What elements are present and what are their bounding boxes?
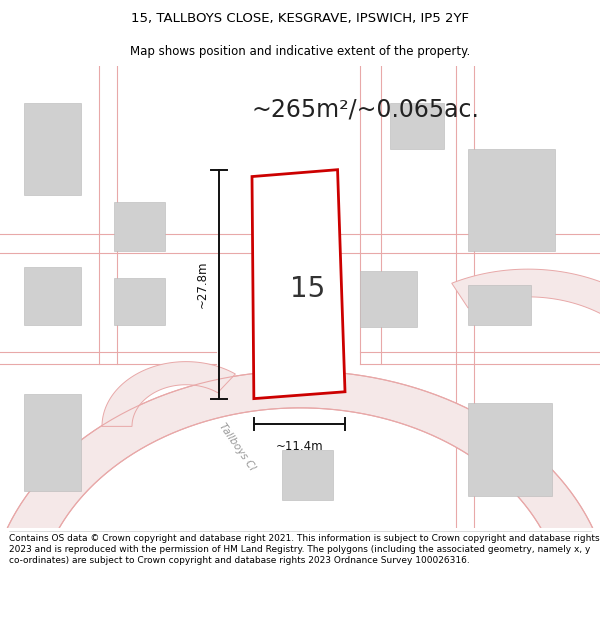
Text: 15: 15 [290,275,325,302]
Text: Contains OS data © Crown copyright and database right 2021. This information is : Contains OS data © Crown copyright and d… [9,534,599,565]
Text: ~11.4m: ~11.4m [275,440,323,452]
Bar [360,271,417,327]
Bar [282,449,333,501]
Text: ~265m²/~0.065ac.: ~265m²/~0.065ac. [252,98,480,121]
Polygon shape [252,169,345,399]
Polygon shape [0,371,600,561]
Bar [468,403,552,496]
Text: Map shows position and indicative extent of the property.: Map shows position and indicative extent… [130,45,470,58]
Text: Tallboys Cl: Tallboys Cl [217,422,257,472]
Bar [390,102,444,149]
Polygon shape [102,362,235,426]
Bar [468,149,555,251]
Polygon shape [452,269,600,419]
Bar [24,267,81,324]
Bar [24,102,81,195]
Bar [468,285,531,324]
Text: 15, TALLBOYS CLOSE, KESGRAVE, IPSWICH, IP5 2YF: 15, TALLBOYS CLOSE, KESGRAVE, IPSWICH, I… [131,12,469,25]
Bar [114,278,165,324]
Text: ~27.8m: ~27.8m [196,261,209,308]
Bar [24,394,81,491]
Bar [114,202,165,251]
